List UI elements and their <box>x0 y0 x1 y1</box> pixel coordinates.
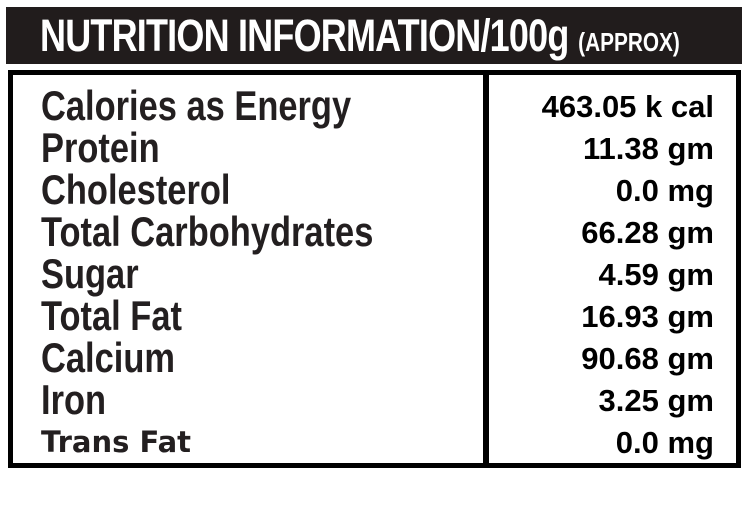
nutrient-name-cell: Total Carbohydrates <box>13 211 483 253</box>
header-bar: NUTRITION INFORMATION/100g (APPROX) <box>6 7 742 64</box>
nutrient-value: 4.59 gm <box>598 256 714 292</box>
nutrient-name: Total Fat <box>41 292 182 339</box>
nutrient-value: 0.0 mg <box>615 172 714 208</box>
approx-note: (APPROX) <box>578 27 680 57</box>
nutrient-name-cell: Iron <box>13 379 483 421</box>
table-row-carbohydrates: Total Carbohydrates 66.28 gm <box>13 211 736 253</box>
nutrient-name-cell: Cholesterol <box>13 169 483 211</box>
nutrient-name: Protein <box>41 124 160 171</box>
header-text: NUTRITION INFORMATION/100g (APPROX) <box>40 13 680 58</box>
nutrient-value: 90.68 gm <box>581 340 714 376</box>
nutrient-name: Iron <box>41 376 107 423</box>
nutrient-name: Cholesterol <box>41 166 231 213</box>
nutrient-value: 11.38 gm <box>583 130 714 166</box>
nutrient-value: 0.0 mg <box>615 424 714 460</box>
nutrient-name: Trans Fat <box>41 424 192 459</box>
nutrient-name-cell: Sugar <box>13 253 483 295</box>
nutrient-value: 3.25 gm <box>598 382 714 418</box>
table-row-calcium: Calcium 90.68 gm <box>13 337 736 379</box>
table-row-iron: Iron 3.25 gm <box>13 379 736 421</box>
table-row-cholesterol: Cholesterol 0.0 mg <box>13 169 736 211</box>
table-row-total-fat: Total Fat 16.93 gm <box>13 295 736 337</box>
nutrient-name: Total Carbohydrates <box>41 208 374 255</box>
column-divider <box>483 75 489 463</box>
nutrient-value: 463.05 k cal <box>541 88 714 124</box>
nutrient-name-cell: Protein <box>13 127 483 169</box>
nutrient-name: Calcium <box>41 334 175 381</box>
nutrient-name-cell: Trans Fat <box>13 424 483 459</box>
nutrition-table: Calories as Energy 463.05 k cal Protein … <box>8 70 741 468</box>
nutrient-value: 66.28 gm <box>581 214 714 250</box>
nutrient-name-cell: Total Fat <box>13 295 483 337</box>
nutrient-name: Sugar <box>41 250 139 297</box>
nutrient-name-cell: Calcium <box>13 337 483 379</box>
table-row-trans-fat: Trans Fat 0.0 mg <box>13 421 736 463</box>
nutrient-name: Calories as Energy <box>41 82 352 129</box>
nutrient-value: 16.93 gm <box>581 298 714 334</box>
table-row-sugar: Sugar 4.59 gm <box>13 253 736 295</box>
nutrient-name-cell: Calories as Energy <box>13 85 483 127</box>
page-title: NUTRITION INFORMATION/100g <box>40 10 569 61</box>
table-row-protein: Protein 11.38 gm <box>13 127 736 169</box>
table-row-calories: Calories as Energy 463.05 k cal <box>13 85 736 127</box>
